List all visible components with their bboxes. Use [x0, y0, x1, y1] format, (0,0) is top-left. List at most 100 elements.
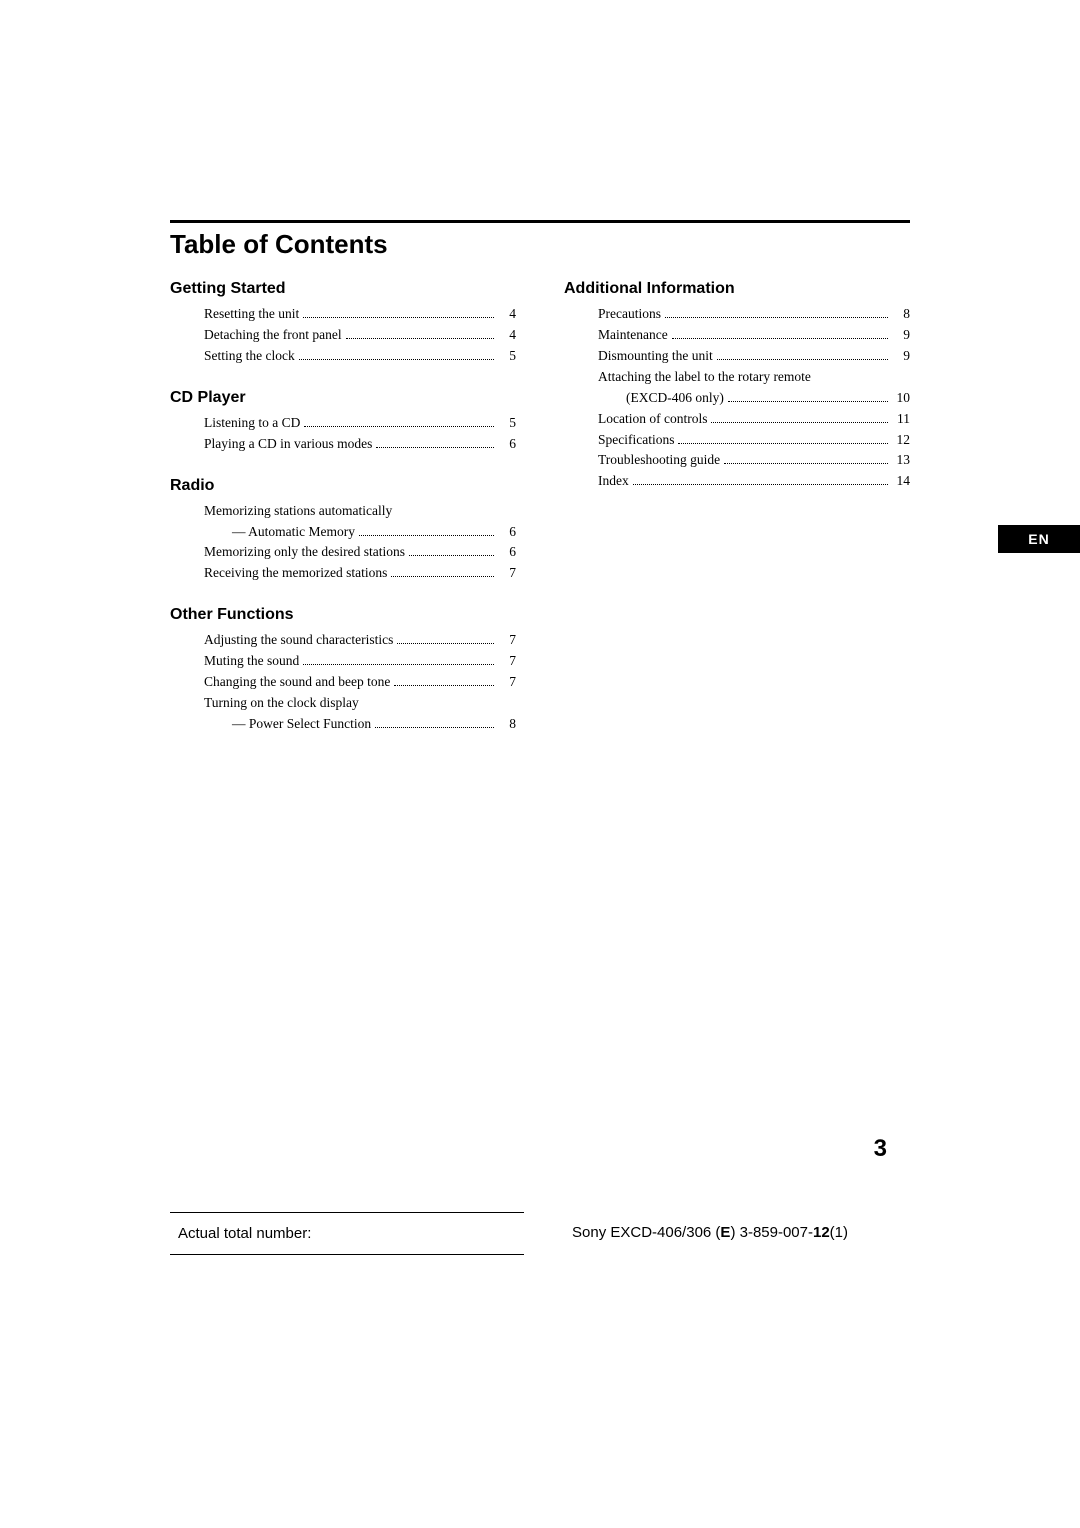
- toc-left-column: Getting StartedResetting the unit4Detach…: [170, 280, 516, 757]
- toc-leader-dots: [728, 401, 888, 402]
- toc-entry-label: Location of controls: [598, 409, 707, 430]
- toc-entry-page: 7: [498, 630, 516, 651]
- page-number: 3: [874, 1135, 887, 1163]
- toc-entry-label: — Automatic Memory: [232, 522, 355, 543]
- toc-section-heading: CD Player: [170, 389, 516, 407]
- toc-leader-dots: [391, 576, 494, 577]
- toc-entry-page: 9: [892, 346, 910, 367]
- toc-entry-label: (EXCD-406 only): [626, 388, 724, 409]
- toc-leader-dots: [724, 463, 888, 464]
- toc-leader-dots: [665, 317, 888, 318]
- toc-leader-dots: [299, 359, 494, 360]
- toc-entry: Location of controls11: [598, 409, 910, 430]
- toc-section-list: Memorizing stations automatically — Autom…: [170, 501, 516, 585]
- toc-entry-page: 7: [498, 651, 516, 672]
- manual-page: Table of Contents Getting Started Resetti…: [0, 0, 1080, 757]
- toc-entry-page: 13: [892, 450, 910, 471]
- toc-entry-label: Dismounting the unit: [598, 346, 713, 367]
- toc-entry-label: Memorizing stations automatically: [204, 503, 392, 518]
- toc-entry-label: Setting the clock: [204, 346, 295, 367]
- toc-entry-label: Index: [598, 471, 629, 492]
- toc-entry-page: 6: [498, 522, 516, 543]
- toc-entry: Troubleshooting guide 13: [598, 450, 910, 471]
- toc-entry: Receiving the memorized stations 7: [204, 563, 516, 584]
- toc-entry-label: Adjusting the sound characteristics: [204, 630, 393, 651]
- toc-entry: Precautions8: [598, 304, 910, 325]
- toc-leader-dots: [303, 317, 494, 318]
- toc-section-heading: Getting Started: [170, 280, 516, 298]
- toc-entry: Listening to a CD5: [204, 413, 516, 434]
- toc-entry-label: — Power Select Function: [232, 714, 371, 735]
- toc-entry-label: Precautions: [598, 304, 661, 325]
- toc-entry: Adjusting the sound characteristics 7: [204, 630, 516, 651]
- toc-entry-page: 7: [498, 672, 516, 693]
- toc-leader-dots: [346, 338, 494, 339]
- toc-entry-label: Resetting the unit: [204, 304, 299, 325]
- toc-entry-page: 8: [498, 714, 516, 735]
- toc-entry-label: Muting the sound: [204, 651, 299, 672]
- toc-leader-dots: [409, 555, 494, 556]
- toc-entry: Attaching the label to the rotary remote: [598, 367, 910, 388]
- toc-entry-page: 10: [892, 388, 910, 409]
- toc-leader-dots: [397, 643, 494, 644]
- toc-section-heading: Other Functions: [170, 606, 516, 624]
- toc-entry-page: 6: [498, 542, 516, 563]
- toc-leader-dots: [672, 338, 888, 339]
- toc-section-list: Resetting the unit4Detaching the front p…: [170, 304, 516, 367]
- toc-section-heading: Radio: [170, 477, 516, 495]
- toc-entry-label: Memorizing only the desired stations: [204, 542, 405, 563]
- toc-entry-page: 9: [892, 325, 910, 346]
- toc-entry-label: Playing a CD in various modes: [204, 434, 372, 455]
- toc-entry: Changing the sound and beep tone 7: [204, 672, 516, 693]
- toc-entry-page: 4: [498, 304, 516, 325]
- toc-leader-dots: [375, 727, 494, 728]
- language-tab: EN: [998, 525, 1080, 553]
- toc-entry-label: Receiving the memorized stations: [204, 563, 387, 584]
- toc-entry-page: 7: [498, 563, 516, 584]
- toc-entry: Resetting the unit 4: [204, 304, 516, 325]
- toc-entry: Specifications 12: [598, 430, 910, 451]
- horizontal-rule: [170, 220, 910, 223]
- toc-columns: Getting StartedResetting the unit4Detach…: [170, 280, 910, 757]
- toc-entry: Detaching the front panel 4: [204, 325, 516, 346]
- toc-section-list: Precautions8Maintenance 9 Dismounting the …: [564, 304, 910, 492]
- toc-entry: Maintenance 9: [598, 325, 910, 346]
- page-title: Table of Contents: [170, 229, 910, 260]
- toc-entry: (EXCD-406 only) 10: [626, 388, 910, 409]
- toc-entry-page: 5: [498, 346, 516, 367]
- toc-entry-page: 4: [498, 325, 516, 346]
- toc-entry: — Automatic Memory 6: [232, 522, 516, 543]
- toc-entry-label: Detaching the front panel: [204, 325, 342, 346]
- toc-entry-page: 14: [892, 471, 910, 492]
- toc-leader-dots: [711, 422, 888, 423]
- toc-entry: Setting the clock 5: [204, 346, 516, 367]
- toc-entry-label: Troubleshooting guide: [598, 450, 720, 471]
- toc-entry: Turning on the clock display: [204, 693, 516, 714]
- toc-section-list: Adjusting the sound characteristics7Muti…: [170, 630, 516, 735]
- toc-entry: — Power Select Function 8: [232, 714, 516, 735]
- toc-leader-dots: [303, 664, 494, 665]
- toc-entry-label: Turning on the clock display: [204, 695, 359, 710]
- toc-leader-dots: [359, 535, 494, 536]
- toc-entry: Memorizing only the desired stations 6: [204, 542, 516, 563]
- toc-entry-page: 12: [892, 430, 910, 451]
- footer: Actual total number: Sony EXCD-406/306 (…: [170, 1212, 910, 1255]
- toc-entry-label: Changing the sound and beep tone: [204, 672, 390, 693]
- toc-entry-label: Attaching the label to the rotary remote: [598, 369, 811, 384]
- toc-entry: Playing a CD in various modes 6: [204, 434, 516, 455]
- toc-entry: Memorizing stations automatically: [204, 501, 516, 522]
- toc-leader-dots: [394, 685, 494, 686]
- toc-entry-label: Maintenance: [598, 325, 668, 346]
- toc-entry-page: 6: [498, 434, 516, 455]
- toc-leader-dots: [633, 484, 888, 485]
- toc-entry-label: Specifications: [598, 430, 674, 451]
- toc-section-list: Listening to a CD5Playing a CD in variou…: [170, 413, 516, 455]
- toc-right-column: Additional InformationPrecautions8Mainte…: [564, 280, 910, 757]
- toc-leader-dots: [717, 359, 888, 360]
- toc-leader-dots: [304, 426, 494, 427]
- toc-leader-dots: [376, 447, 494, 448]
- toc-entry: Muting the sound 7: [204, 651, 516, 672]
- toc-entry-page: 5: [498, 413, 516, 434]
- footer-left-box: Actual total number:: [170, 1212, 524, 1255]
- toc-entry: Index 14: [598, 471, 910, 492]
